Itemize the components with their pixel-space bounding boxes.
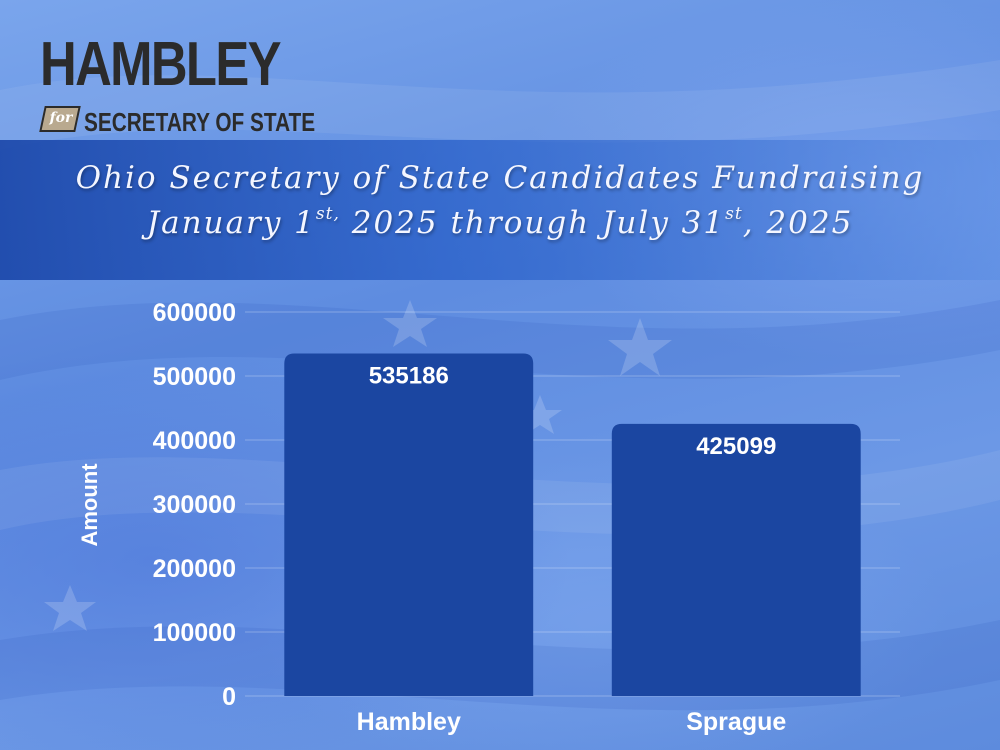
title-date-middle: 2025 through July 31 — [339, 205, 726, 241]
data-label: 535186 — [369, 362, 449, 389]
y-tick-label: 300000 — [153, 491, 236, 519]
title-superscript-1: st, — [315, 204, 340, 224]
title-superscript-2: st — [725, 204, 743, 224]
title-date-start: January 1 — [146, 205, 316, 241]
y-tick-label: 600000 — [153, 299, 236, 327]
data-label: 425099 — [696, 433, 776, 460]
chart-title-line-2: January 1st, 2025 through July 31st, 202… — [0, 204, 1000, 241]
logo-name: HAMBLEY — [40, 30, 282, 99]
y-tick-label: 500000 — [153, 363, 236, 391]
logo-for-text: for — [49, 110, 73, 126]
x-category-label: Sprague — [686, 708, 786, 736]
campaign-logo: HAMBLEY for SECRETARY OF STATE — [39, 30, 315, 144]
title-date-end: , 2025 — [742, 205, 854, 241]
chart-title-line-1: Ohio Secretary of State Candidates Fundr… — [75, 160, 925, 196]
title-banner — [0, 140, 1000, 280]
y-tick-label: 400000 — [153, 427, 236, 455]
y-tick-label: 0 — [222, 683, 236, 711]
x-category-label: Hambley — [357, 708, 461, 736]
y-tick-label: 100000 — [153, 619, 236, 647]
bar-sprague — [611, 423, 861, 696]
bar-hambley — [284, 353, 534, 696]
logo-office: SECRETARY OF STATE — [84, 107, 316, 137]
y-axis-label: Amount — [77, 463, 102, 547]
y-tick-label: 200000 — [153, 555, 236, 583]
